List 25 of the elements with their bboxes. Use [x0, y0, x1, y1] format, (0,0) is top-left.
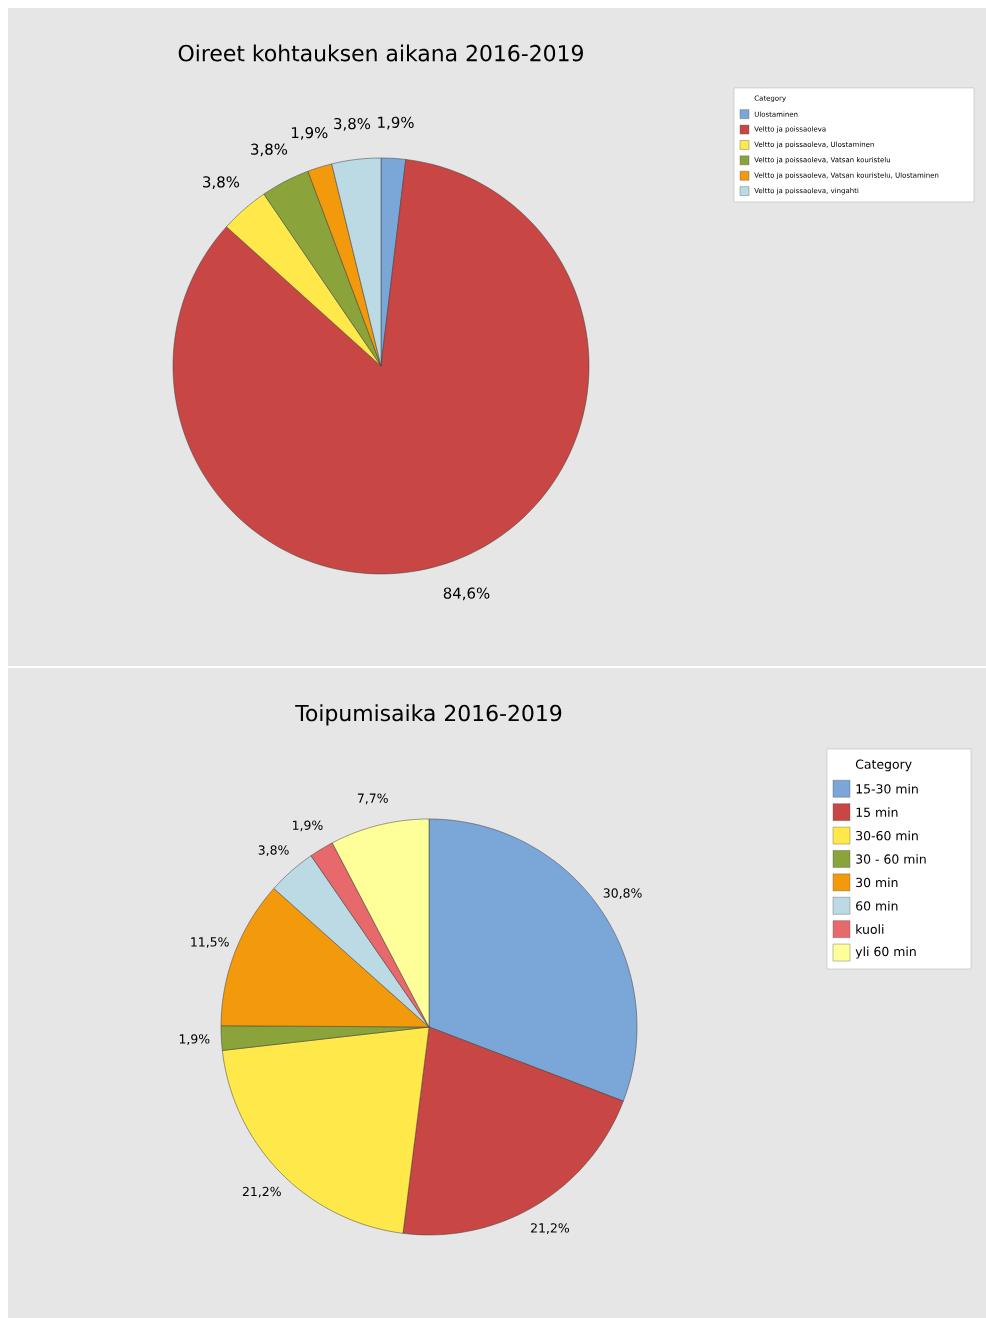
- legend-label: kuoli: [856, 924, 884, 934]
- legend-label: 15-30 min: [856, 783, 918, 794]
- data-label: 7,7%: [357, 793, 388, 805]
- data-label: 1,9%: [291, 126, 328, 140]
- data-label: 21,2%: [531, 1223, 569, 1234]
- data-label: 30,8%: [603, 888, 642, 900]
- data-label: 1,9%: [179, 1034, 210, 1045]
- data-label: 21,2%: [242, 1186, 281, 1198]
- data-label: 3,8%: [258, 845, 289, 857]
- data-label: 84,6%: [443, 587, 490, 601]
- data-label: 11,5%: [191, 937, 229, 948]
- legend-title: Category: [855, 759, 912, 772]
- chart-title: Oireet kohtauksen aikana 2016-2019: [178, 44, 583, 62]
- legend-label: 30-60 min: [856, 830, 918, 841]
- chart-title: Toipumisaika 2016-2019: [295, 704, 562, 726]
- legend-label: 15 min: [856, 807, 898, 817]
- legend-label: 30 - 60 min: [856, 854, 926, 864]
- data-label: 1,9%: [293, 820, 323, 832]
- legend-label: yli 60 min: [855, 946, 916, 959]
- legend-label: 60 min: [856, 900, 898, 911]
- data-label: 3,8%: [334, 117, 371, 131]
- data-label: 1,9%: [378, 116, 414, 130]
- data-label: 3,8%: [203, 176, 240, 190]
- data-label: 3,8%: [251, 143, 288, 157]
- legend-label: 30 min: [856, 877, 898, 888]
